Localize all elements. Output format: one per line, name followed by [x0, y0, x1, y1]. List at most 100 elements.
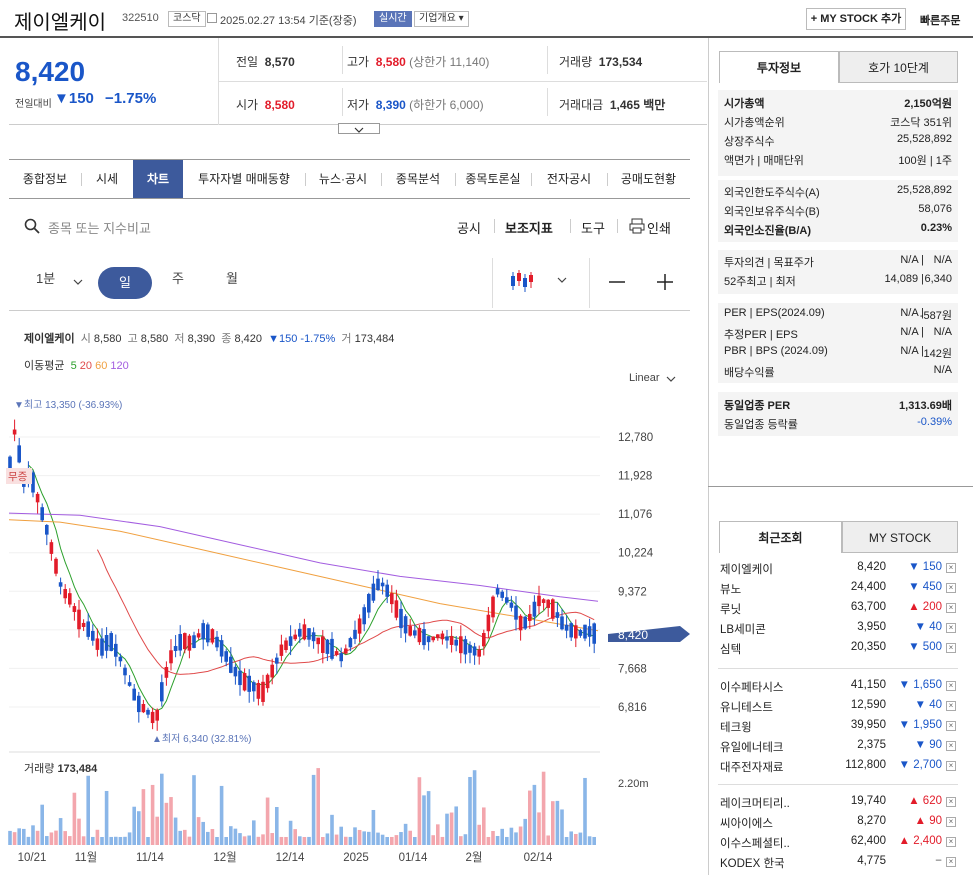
remove-icon[interactable]: × [946, 797, 956, 807]
recent-stock-name[interactable]: KODEX 한국 [720, 858, 785, 870]
volume-bar [150, 784, 155, 845]
tab-recent[interactable]: 최근조회 [719, 521, 842, 553]
candle [233, 666, 238, 677]
remove-icon[interactable]: × [946, 583, 956, 593]
volume-bar [169, 797, 173, 845]
recent-stock-item[interactable]: 테크윙 39,950 ▼ 1,950 × [718, 716, 958, 736]
moving-average-line [8, 512, 599, 602]
print-button[interactable]: 인쇄 [647, 221, 671, 236]
recent-stock-name[interactable]: 이수페타시스 [720, 682, 784, 694]
recent-stock-item[interactable]: KODEX 한국 4,775 − × [718, 852, 958, 872]
scale-dropdown[interactable]: Linear [629, 372, 660, 384]
expand-summary-button[interactable] [338, 123, 380, 134]
remove-icon[interactable]: × [946, 701, 956, 711]
recent-stock-name[interactable]: 씨아이에스 [720, 818, 773, 830]
search-icon[interactable] [24, 218, 40, 234]
tab-quotes[interactable]: 시세 [95, 172, 119, 186]
remove-icon[interactable]: × [946, 681, 956, 691]
remove-icon[interactable]: × [946, 721, 956, 731]
candle [169, 650, 173, 664]
recent-stock-item[interactable]: 이수페타시스 41,150 ▼ 1,650 × [718, 676, 958, 696]
period-day[interactable]: 일 [98, 267, 152, 299]
recent-stock-item[interactable]: 제이엘케이 8,420 ▼ 150 × [718, 558, 958, 578]
remove-icon[interactable]: × [946, 837, 956, 847]
tab-mystock[interactable]: MY STOCK [842, 521, 958, 553]
recent-stock-name[interactable]: 제이엘케이 [720, 564, 773, 576]
remove-icon[interactable]: × [946, 817, 956, 827]
recent-stock-name[interactable]: 루닛 [720, 604, 742, 616]
tab-invest-info[interactable]: 투자정보 [719, 51, 839, 83]
x-tick-label: 02/14 [524, 852, 553, 864]
recent-stock-change: ▼ 500 [908, 641, 942, 653]
company-info-dropdown[interactable]: 기업개요 ▾ [414, 11, 469, 27]
period-1min[interactable]: 1분 [36, 271, 56, 286]
recent-stock-item[interactable]: 뷰노 24,400 ▼ 450 × [718, 578, 958, 598]
tools-menu[interactable]: 도구 [581, 221, 605, 236]
compare-search-input[interactable]: 종목 또는 지수비교 [48, 221, 151, 236]
recent-stock-item[interactable]: 대주전자재료 112,800 ▼ 2,700 × [718, 756, 958, 776]
info-row-value: 142원 [923, 348, 952, 360]
candle [86, 621, 90, 637]
remove-icon[interactable]: × [946, 741, 956, 751]
recent-stock-item[interactable]: 루닛 63,700 ▲ 200 × [718, 598, 958, 618]
recent-stock-item[interactable]: 레이크머티리.. 19,740 ▲ 620 × [718, 792, 958, 812]
remove-icon[interactable]: × [946, 857, 956, 867]
recent-stock-item[interactable]: 유일에너테크 2,375 ▼ 90 × [718, 736, 958, 756]
info-box-foreign: 외국인한도주식수(A) 25,528,892 외국인보유주식수(B) 58,076 외국… [718, 180, 958, 242]
recent-stock-name[interactable]: 유니테스트 [720, 702, 773, 714]
remove-icon[interactable]: × [946, 643, 956, 653]
volume-bar [72, 792, 77, 845]
tab-short-selling[interactable]: 공매도현황 [620, 172, 677, 186]
volume-bar [426, 791, 431, 845]
quick-order-button[interactable]: 빠른주문 [920, 15, 961, 27]
disclosure-toggle[interactable]: 공시 [457, 221, 481, 236]
recent-stock-name[interactable]: 유일에너테크 [720, 742, 784, 754]
remove-icon[interactable]: × [946, 761, 956, 771]
print-icon[interactable] [629, 218, 645, 234]
zoom-in-icon[interactable] [656, 273, 674, 291]
remove-icon[interactable]: × [946, 603, 956, 613]
candle [127, 682, 132, 686]
period-month[interactable]: 월 [226, 271, 238, 286]
recent-stock-item[interactable]: 심텍 20,350 ▼ 500 × [718, 638, 958, 658]
candle [353, 629, 357, 639]
candle [95, 638, 100, 650]
tab-discussion[interactable]: 종목토론실 [465, 172, 521, 186]
remove-icon[interactable]: × [946, 563, 956, 573]
chevron-down-icon[interactable] [556, 277, 568, 285]
recent-stock-name[interactable]: 뷰노 [720, 584, 742, 596]
candle [192, 635, 196, 648]
add-mystock-button[interactable]: + MY STOCK 추가 [806, 8, 906, 30]
indicator-menu[interactable]: 보조지표 [505, 221, 553, 236]
recent-stock-name[interactable]: 대주전자재료 [720, 762, 784, 774]
tab-news[interactable]: 뉴스·공시 [318, 172, 368, 186]
remove-icon[interactable]: × [946, 623, 956, 633]
recent-stock-name[interactable]: 이수스페셜티.. [720, 838, 790, 850]
recent-stock-item[interactable]: 씨아이에스 8,270 ▲ 90 × [718, 812, 958, 832]
recent-stock-item[interactable]: 이수스페셜티.. 62,400 ▲ 2,400 × [718, 832, 958, 852]
zoom-out-icon[interactable] [608, 273, 626, 291]
tab-overview[interactable]: 종합정보 [22, 172, 68, 186]
volume-bar [477, 824, 481, 845]
period-week[interactable]: 주 [172, 271, 184, 286]
volume-bar [114, 836, 118, 845]
recent-stock-name[interactable]: LB세미콘 [720, 624, 766, 636]
tab-chart[interactable]: 차트 [133, 160, 183, 198]
info-row-label: 외국인소진율(B/A) [724, 225, 811, 237]
candle [91, 630, 95, 641]
recent-stock-name[interactable]: 레이크머티리.. [720, 798, 790, 810]
recent-stock-item[interactable]: LB세미콘 3,950 ▼ 40 × [718, 618, 958, 638]
tab-orderbook[interactable]: 호가 10단계 [839, 51, 958, 83]
price-chart[interactable]: 12,78011,92811,07610,2249,3727,6686,816 … [0, 390, 700, 875]
tab-analysis[interactable]: 종목분석 [395, 172, 441, 186]
recent-stock-price: 39,950 [850, 719, 886, 731]
candle-type-icon[interactable] [509, 270, 535, 294]
tab-investor-trend[interactable]: 투자자별 매매동향 [198, 172, 290, 186]
chevron-down-icon[interactable] [72, 279, 84, 287]
candle [592, 623, 596, 644]
recent-stock-name[interactable]: 심텍 [720, 644, 742, 656]
chevron-down-icon[interactable] [666, 376, 676, 383]
tab-disclosure[interactable]: 전자공시 [546, 172, 592, 186]
recent-stock-item[interactable]: 유니테스트 12,590 ▼ 40 × [718, 696, 958, 716]
recent-stock-name[interactable]: 테크윙 [720, 722, 752, 734]
